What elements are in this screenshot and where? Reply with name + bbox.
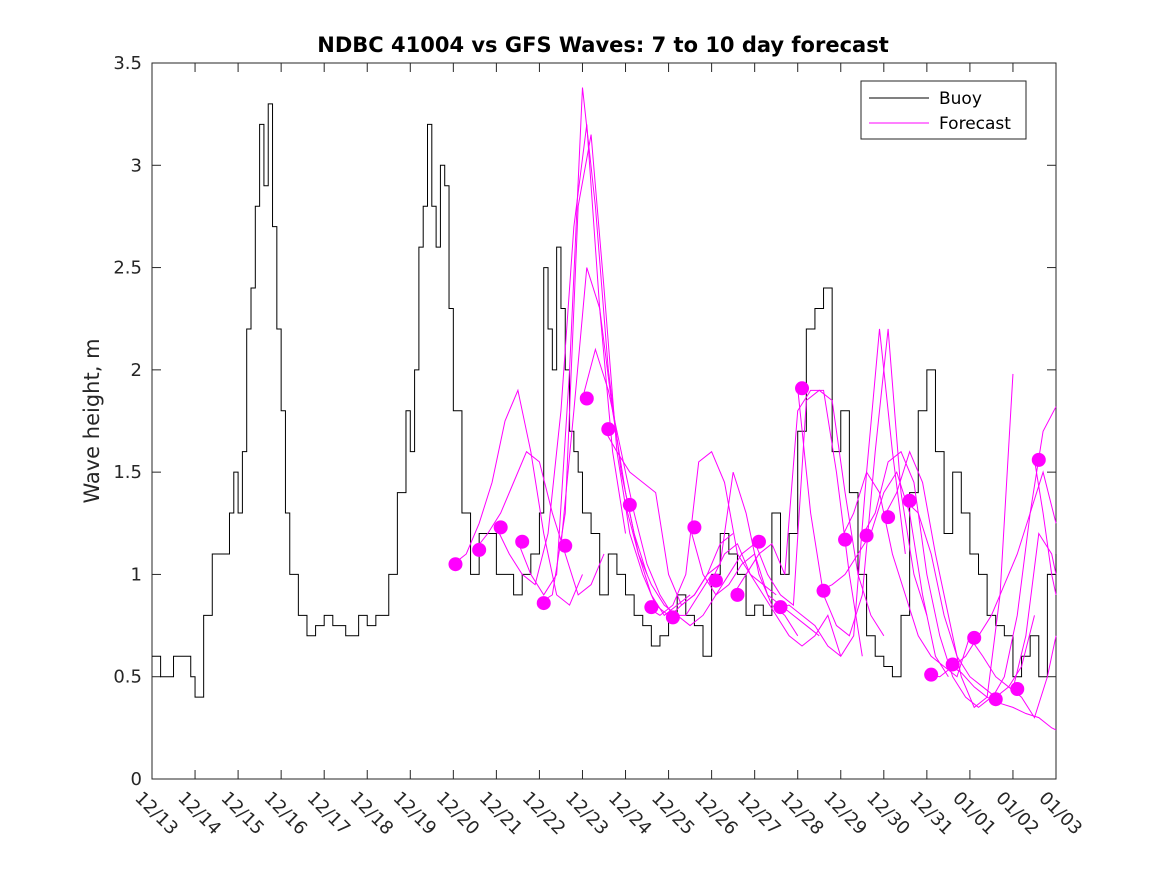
y-tick-label: 0 (131, 769, 142, 790)
forecast-marker (558, 538, 573, 553)
series-line-forecast-18 (819, 470, 949, 677)
forecast-marker (622, 497, 637, 512)
forecast-marker (945, 657, 960, 672)
forecast-marker (751, 534, 766, 549)
forecast-marker (708, 573, 723, 588)
series-line-forecast-27 (1012, 532, 1057, 690)
forecast-marker (1031, 452, 1046, 467)
y-tick-label: 1 (131, 564, 142, 585)
series-line-forecast-3 (495, 124, 627, 586)
forecast-marker (665, 610, 680, 625)
series-line-forecast-7 (581, 347, 713, 616)
y-tick-label: 2.5 (113, 258, 142, 279)
y-tick-label: 3 (131, 155, 142, 176)
forecast-marker (536, 596, 551, 611)
plot-frame (151, 62, 1057, 780)
series-line-forecast-22 (904, 500, 1035, 698)
legend-label-buoy: Buoy (939, 89, 982, 109)
series-line-forecast-28 (1033, 459, 1057, 595)
forecast-marker (472, 542, 487, 557)
series-line-forecast-24 (948, 664, 1057, 731)
series-line-forecast-1 (453, 388, 583, 606)
forecast-marker (881, 510, 896, 525)
forecast-marker (902, 493, 917, 508)
series-line-forecast-10 (646, 450, 777, 616)
series-line-forecast-14 (732, 389, 863, 657)
forecast-marker (687, 520, 702, 535)
forecast-marker (579, 391, 594, 406)
forecast-marker (924, 667, 939, 682)
forecast-marker (730, 587, 745, 602)
legend-box (860, 80, 1027, 140)
series-line-forecast-8 (603, 428, 734, 606)
series-line-forecast-9 (625, 504, 755, 627)
y-tick-label: 1.5 (113, 462, 142, 483)
series-line-forecast-26 (990, 470, 1057, 700)
series-line-forecast-21 (883, 373, 1014, 709)
y-axis-label: Wave height, m (80, 338, 104, 503)
forecast-marker (1010, 681, 1025, 696)
forecast-marker (967, 630, 982, 645)
legend-label-forecast: Forecast (939, 114, 1011, 134)
series-line-forecast-2 (474, 450, 605, 596)
y-tick-label: 0.5 (113, 667, 142, 688)
forecast-marker (601, 422, 616, 437)
forecast-marker (988, 692, 1003, 707)
series-line-forecast-13 (711, 542, 842, 657)
series-line-buoy (152, 103, 1057, 698)
y-tick-label: 2 (131, 360, 142, 381)
forecast-marker (816, 583, 831, 598)
forecast-marker (795, 381, 810, 396)
forecast-marker (493, 520, 508, 535)
forecast-marker (859, 528, 874, 543)
forecast-marker (773, 600, 788, 615)
forecast-marker (644, 600, 659, 615)
forecast-marker (515, 534, 530, 549)
series-line-forecast-20 (861, 450, 992, 709)
series-line-forecast-17 (797, 328, 928, 637)
forecast-marker (448, 557, 463, 572)
chart-title: NDBC 41004 vs GFS Waves: 7 to 10 day for… (317, 33, 888, 57)
series-line-forecast-12 (689, 527, 820, 637)
series-line-forecast-15 (754, 389, 885, 637)
forecast-marker (838, 532, 853, 547)
legend: Buoy Forecast (860, 80, 1027, 140)
y-tick-label: 3.5 (113, 53, 142, 74)
